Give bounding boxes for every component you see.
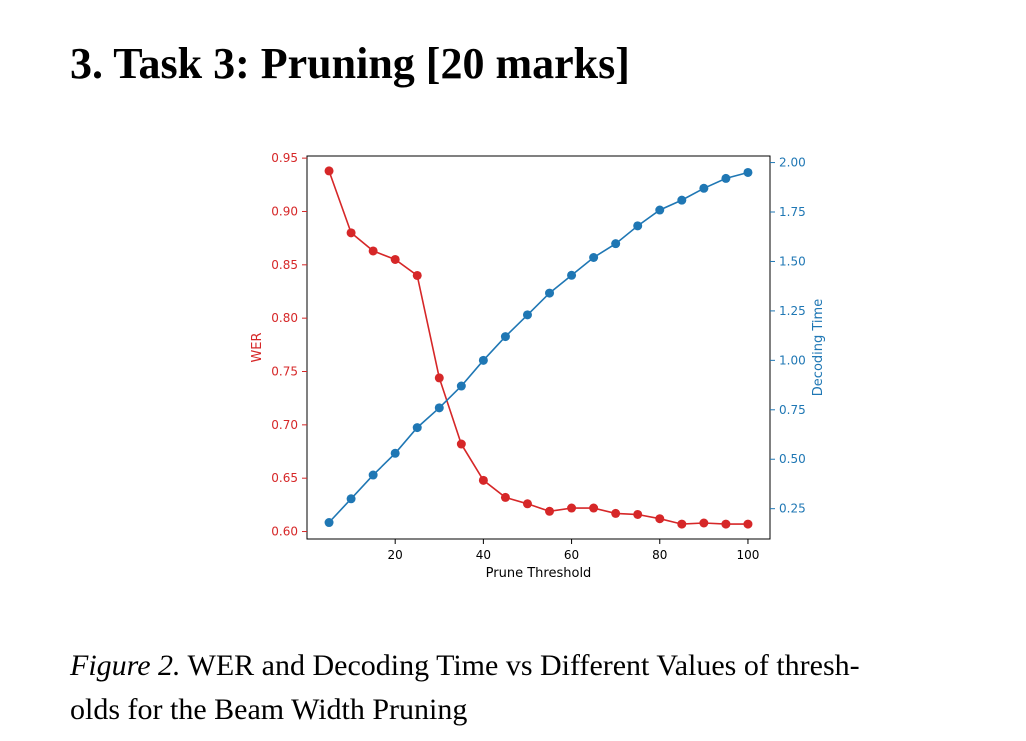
wer-point xyxy=(478,475,488,485)
decoding-time-point xyxy=(721,173,731,183)
decoding-time-point xyxy=(478,355,488,365)
caption-text-line2: olds for the Beam Width Pruning xyxy=(70,693,468,726)
wer-point xyxy=(390,254,400,264)
decoding-time-point xyxy=(699,183,709,193)
decoding-time-point xyxy=(434,403,444,413)
wer-point xyxy=(655,514,665,524)
wer-point xyxy=(633,509,643,519)
x-tick-label: 100 xyxy=(736,548,759,562)
wer-point xyxy=(434,373,444,383)
decoding-time-point xyxy=(500,332,510,342)
wer-point xyxy=(500,492,510,502)
wer-point xyxy=(368,246,378,256)
decoding-time-point xyxy=(677,195,687,205)
decoding-time-point xyxy=(567,270,577,280)
x-tick-label: 40 xyxy=(476,548,491,562)
x-tick-label: 20 xyxy=(388,548,403,562)
decoding-time-point xyxy=(522,310,532,320)
right-y-tick-label: 0.75 xyxy=(779,403,806,417)
right-y-axis-label: Decoding Time xyxy=(811,299,826,396)
x-axis-label: Prune Threshold xyxy=(486,566,592,581)
wer-point xyxy=(412,270,422,280)
decoding-time-point xyxy=(545,288,555,298)
wer-point xyxy=(567,503,577,513)
decoding-time-point xyxy=(368,470,378,480)
decoding-time-point xyxy=(346,494,356,504)
wer-point xyxy=(721,519,731,529)
decoding-time-line xyxy=(328,171,749,524)
decoding-time-point xyxy=(390,448,400,458)
right-y-tick-label: 0.50 xyxy=(779,452,806,466)
wer-point xyxy=(346,228,356,238)
left-y-tick-label: 0.85 xyxy=(271,258,298,272)
section-title: 3. Task 3: Pruning [20 marks] xyxy=(70,39,630,88)
wer-point xyxy=(456,439,466,449)
decoding-time-point xyxy=(611,239,621,249)
decoding-time-point xyxy=(324,518,334,528)
plot-frame xyxy=(306,155,771,540)
wer-point xyxy=(611,508,621,518)
left-y-tick-label: 0.95 xyxy=(271,151,298,165)
decoding-time-point xyxy=(633,221,643,231)
left-y-tick-label: 0.90 xyxy=(271,204,298,218)
wer-point xyxy=(743,519,753,529)
decoding-time-point xyxy=(655,205,665,215)
decoding-time-point xyxy=(412,423,422,433)
left-y-tick-label: 0.60 xyxy=(271,525,298,539)
wer-point xyxy=(545,506,555,516)
right-y-tick-label: 1.50 xyxy=(779,254,806,268)
left-y-axis-label: WER xyxy=(250,332,265,362)
wer-point xyxy=(589,503,599,513)
left-y-tick-label: 0.70 xyxy=(271,418,298,432)
wer-point xyxy=(324,166,334,176)
decoding-time-point xyxy=(743,167,753,177)
caption-text-line1: WER and Decoding Time vs Different Value… xyxy=(187,649,860,682)
figure-label: Figure 2. xyxy=(70,649,181,682)
decoding-time-point xyxy=(589,253,599,263)
decoding-time-point xyxy=(456,381,466,391)
wer-point xyxy=(699,518,709,528)
figure-caption: Figure 2. WER and Decoding Time vs Diffe… xyxy=(70,644,1010,732)
left-y-tick-label: 0.65 xyxy=(271,471,298,485)
right-y-tick-label: 1.75 xyxy=(779,205,806,219)
right-y-tick-label: 1.00 xyxy=(779,353,806,367)
x-tick-label: 80 xyxy=(652,548,667,562)
left-y-tick-label: 0.75 xyxy=(271,365,298,379)
left-y-tick-label: 0.80 xyxy=(271,311,298,325)
x-tick-label: 60 xyxy=(564,548,579,562)
wer-line xyxy=(328,170,748,525)
wer-point xyxy=(522,499,532,509)
right-y-tick-label: 2.00 xyxy=(779,156,806,170)
wer-point xyxy=(677,519,687,529)
right-y-tick-label: 0.25 xyxy=(779,502,806,516)
right-y-tick-label: 1.25 xyxy=(779,304,806,318)
